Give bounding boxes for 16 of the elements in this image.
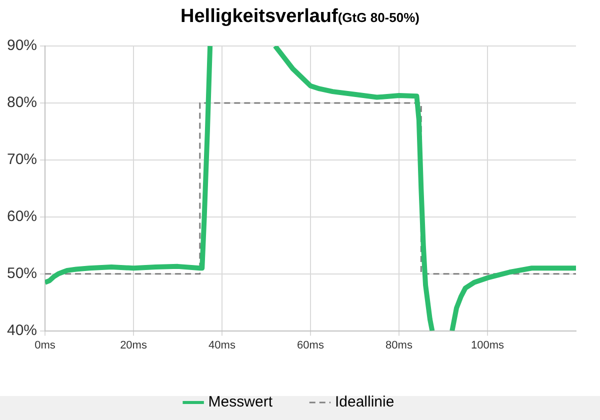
- chart-title: Helligkeitsverlauf: [180, 6, 338, 27]
- y-tick-label: 60%: [6, 208, 38, 226]
- x-tick-label: 60ms: [297, 339, 324, 352]
- y-tick-label: 90%: [6, 37, 38, 54]
- chart-subtitle: (GtG 80-50%): [338, 10, 420, 25]
- x-tick-label: 80ms: [386, 339, 413, 352]
- x-tick-label: 100ms: [470, 339, 505, 352]
- x-tick-label: 20ms: [120, 339, 148, 352]
- x-tick-label: 0ms: [34, 339, 56, 352]
- y-tick-label: 40%: [6, 322, 38, 339]
- legend-label: Ideallinie: [334, 394, 394, 411]
- y-tick-label: 70%: [6, 151, 38, 168]
- y-tick-label: 50%: [6, 264, 38, 282]
- y-tick-label: 80%: [6, 94, 38, 112]
- legend-label: Messwert: [208, 394, 274, 411]
- x-tick-label: 40ms: [208, 339, 236, 352]
